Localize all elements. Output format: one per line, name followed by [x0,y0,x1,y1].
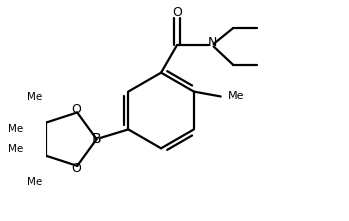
Text: Me: Me [8,124,23,134]
Text: O: O [71,103,81,116]
Text: B: B [92,132,102,146]
Text: Me: Me [27,177,42,187]
Text: O: O [71,162,81,175]
Text: O: O [172,6,182,19]
Text: Me: Me [27,91,42,102]
Text: N: N [208,36,217,49]
Text: Me: Me [228,91,245,101]
Text: Me: Me [8,145,23,154]
